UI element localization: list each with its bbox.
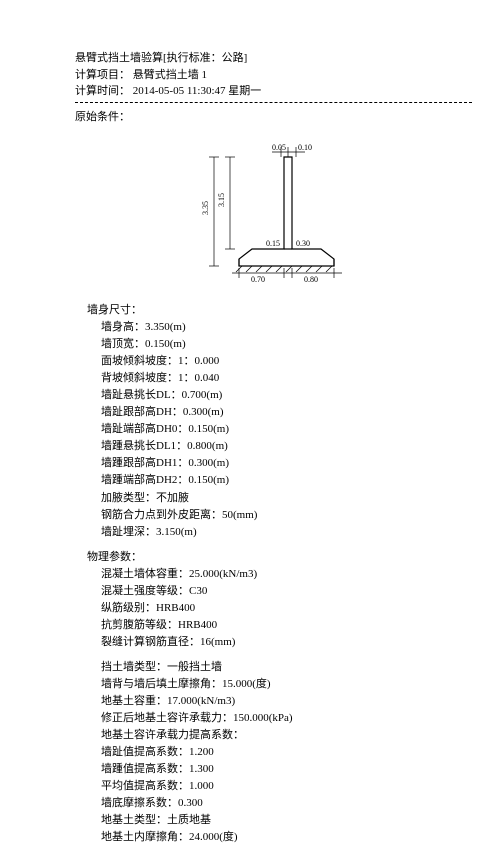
ws-l13: 墙趾埋深：3.150(m)	[101, 524, 472, 541]
section-origin: 原始条件：	[75, 109, 472, 126]
wp2-l02: 墙背与墙后填土摩擦角：15.000(度)	[101, 676, 472, 693]
ws-l07: 墙趾端部高DH0：0.150(m)	[101, 421, 472, 438]
wp2-l04: 修正后地基土容许承载力：150.000(kPa)	[101, 710, 472, 727]
wp2-l08: 平均值提高系数：1.000	[101, 778, 472, 795]
wp2-l05: 地基土容许承载力提高系数：	[101, 727, 472, 744]
ws-l12: 钢筋合力点到外皮距离：50(mm)	[101, 507, 472, 524]
wp-l05: 裂缝计算钢筋直径：16(mm)	[101, 634, 472, 651]
svg-text:3.35: 3.35	[201, 201, 210, 215]
ws-l08: 墙踵悬挑长DL1：0.800(m)	[101, 438, 472, 455]
wall-diagram: 0.05 0.10 3.35 3.15	[75, 141, 472, 286]
ws-l02: 墙顶宽：0.150(m)	[101, 336, 472, 353]
ws-l09: 墙踵跟部高DH1：0.300(m)	[101, 455, 472, 472]
doc-title: 悬臂式挡土墙验算[执行标准：公路]	[75, 50, 472, 67]
wp2-l03: 地基土容重：17.000(kN/m3)	[101, 693, 472, 710]
svg-text:0.80: 0.80	[304, 275, 318, 284]
svg-text:0.10: 0.10	[298, 143, 312, 152]
svg-text:0.70: 0.70	[251, 275, 265, 284]
ws-l11: 加腋类型：不加腋	[101, 490, 472, 507]
ws-l04: 背坡倾斜坡度：1：0.040	[101, 370, 472, 387]
wp2-l01: 挡土墙类型：一般挡土墙	[101, 659, 472, 676]
wp2-l09: 墙底摩擦系数：0.300	[101, 795, 472, 812]
wp-l02: 混凝土强度等级：C30	[101, 583, 472, 600]
wp-l03: 纵筋级别：HRB400	[101, 600, 472, 617]
ws-l03: 面坡倾斜坡度：1：0.000	[101, 353, 472, 370]
wp-l01: 混凝土墙体容重：25.000(kN/m3)	[101, 566, 472, 583]
project-line: 计算项目： 悬臂式挡土墙 1	[75, 67, 472, 84]
svg-text:0.30: 0.30	[296, 239, 310, 248]
wp2-l10: 地基土类型：土质地基	[101, 812, 472, 829]
wp-l04: 抗剪腹筋等级：HRB400	[101, 617, 472, 634]
ws-l01: 墙身高：3.350(m)	[101, 319, 472, 336]
svg-text:0.15: 0.15	[266, 239, 280, 248]
time-line: 计算时间： 2014-05-05 11:30:47 星期一	[75, 83, 472, 100]
ws-title: 墙身尺寸：	[87, 302, 472, 319]
svg-text:0.05: 0.05	[272, 143, 286, 152]
svg-text:3.15: 3.15	[217, 193, 226, 207]
divider-top	[75, 102, 472, 103]
ws-l05: 墙趾悬挑长DL：0.700(m)	[101, 387, 472, 404]
ws-l10: 墙踵端部高DH2：0.150(m)	[101, 472, 472, 489]
ws-l06: 墙趾跟部高DH：0.300(m)	[101, 404, 472, 421]
wp-title: 物理参数：	[87, 549, 472, 566]
wp2-l06: 墙趾值提高系数：1.200	[101, 744, 472, 761]
wp2-l11: 地基土内摩擦角：24.000(度)	[101, 829, 472, 846]
wp2-l07: 墙踵值提高系数：1.300	[101, 761, 472, 778]
